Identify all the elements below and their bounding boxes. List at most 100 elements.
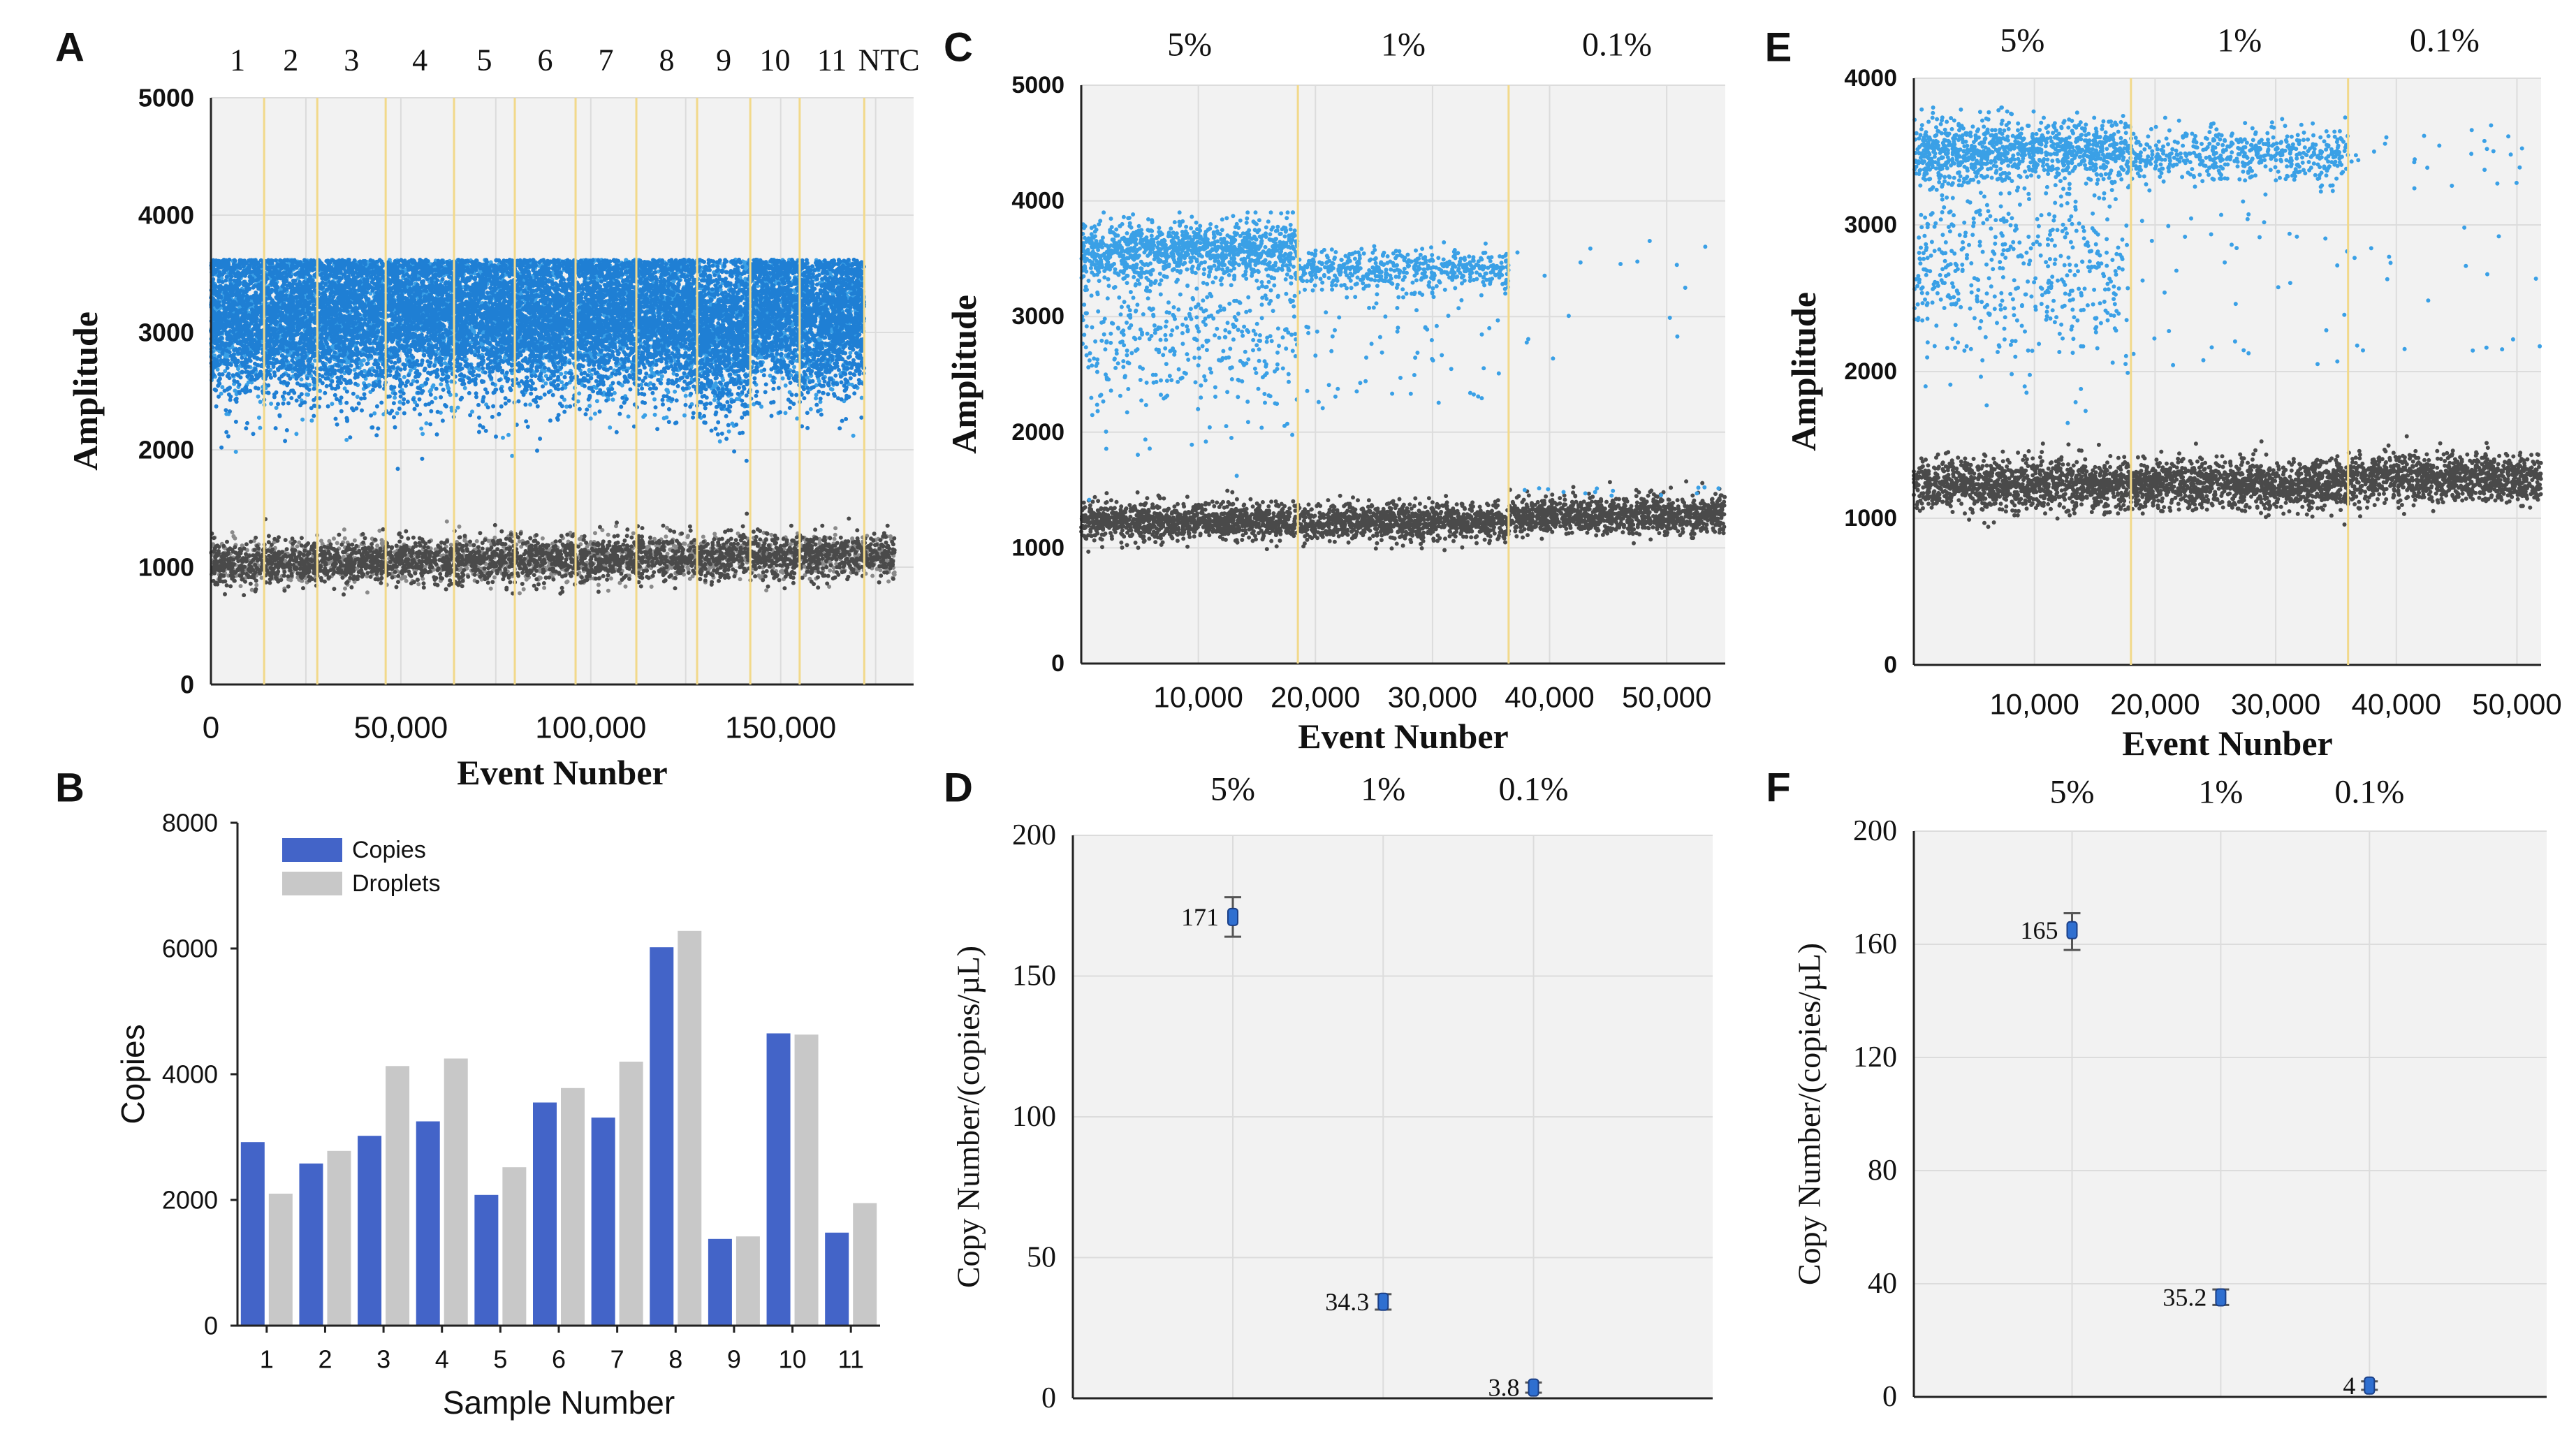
droplet-cloud	[210, 511, 897, 598]
y-tick-label: 0	[1041, 1382, 1056, 1414]
y-tick-label: 4000	[1011, 188, 1064, 214]
x-tick-label: 40,000	[1505, 681, 1594, 714]
y-tick-label: 0	[1882, 1381, 1897, 1413]
y-axis-label: Amplitude	[66, 312, 105, 471]
x-axis-label: Event Nunber	[1298, 717, 1508, 756]
x-tick-label: 5	[493, 1345, 507, 1374]
well-label: NTC	[858, 43, 920, 78]
x-tick-label: 0	[203, 711, 219, 745]
value-label: 4	[2343, 1372, 2355, 1400]
x-axis-label: Event Nunber	[2122, 724, 2332, 763]
group-label: 5%	[2050, 774, 2095, 811]
legend-swatch-copies	[282, 838, 342, 862]
bar-copies	[533, 1102, 557, 1326]
bar-copies	[474, 1194, 499, 1326]
y-tick-label: 150	[1012, 960, 1056, 992]
x-tick-label: 1	[260, 1345, 274, 1374]
bar-copies	[240, 1142, 265, 1326]
x-tick-label: 100,000	[535, 711, 646, 745]
x-tick-label: 30,000	[1388, 681, 1477, 714]
x-tick-label: 40,000	[2352, 688, 2441, 721]
well-label: 4	[412, 43, 427, 78]
x-tick-label: 50,000	[354, 711, 448, 745]
y-tick-label: 2000	[138, 436, 194, 464]
bar-droplets	[386, 1066, 410, 1326]
bar-copies	[416, 1121, 440, 1326]
x-tick-label: 150,000	[725, 711, 836, 745]
x-tick-label: 20,000	[1271, 681, 1360, 714]
well-label: 11	[817, 43, 847, 78]
y-tick-label: 0	[1051, 650, 1064, 677]
droplet-cloud	[1912, 105, 2542, 425]
gridlines	[211, 78, 2547, 1399]
x-tick-label: 10,000	[1989, 688, 2079, 721]
group-label: 5%	[1167, 27, 1212, 64]
y-tick-label: 4000	[1844, 65, 1897, 91]
value-label: 34.3	[1325, 1288, 1369, 1316]
x-tick-label: 6	[552, 1345, 566, 1374]
y-axis-label: Copies	[115, 1024, 151, 1124]
y-tick-label: 200	[1012, 819, 1056, 851]
x-tick-label: 10,000	[1153, 681, 1243, 714]
y-tick-label: 100	[1012, 1101, 1056, 1133]
y-tick-label: 5000	[138, 84, 194, 112]
data-point	[1528, 1378, 1539, 1397]
value-label: 171	[1181, 903, 1219, 931]
well-label: 7	[599, 43, 614, 78]
y-axis-label: Copy Number/(copies/µL)	[1792, 943, 1827, 1285]
bar-droplets	[444, 1058, 468, 1326]
y-tick-label: 50	[1027, 1242, 1056, 1274]
plot-area	[1081, 85, 1725, 664]
droplet-cloud	[1079, 479, 1727, 554]
group-label: 1%	[2217, 22, 2262, 59]
y-tick-label: 80	[1868, 1155, 1897, 1187]
well-label: 1	[230, 43, 245, 78]
panel-letter: A	[55, 25, 85, 71]
y-axis-label: Copy Number/(copies/µL)	[951, 946, 986, 1288]
y-tick-label: 3000	[138, 318, 194, 347]
panel-letter: D	[944, 766, 973, 811]
bar-droplets	[327, 1150, 351, 1326]
x-axis-label: Event Nunber	[457, 753, 667, 792]
bar-droplets	[502, 1167, 527, 1326]
x-tick-label: 10	[779, 1345, 807, 1374]
x-tick-label: 50,000	[2472, 688, 2561, 721]
droplet-cloud	[209, 257, 867, 471]
bar-copies	[591, 1118, 615, 1326]
plot-backgrounds	[211, 78, 2547, 1398]
bar-copies	[358, 1136, 382, 1326]
y-tick-label: 200	[1853, 815, 1897, 847]
x-tick-label: 4	[435, 1345, 449, 1374]
group-label: 1%	[2198, 774, 2243, 811]
panel-letter: C	[944, 25, 973, 71]
panel-letter: E	[1765, 25, 1792, 71]
x-tick-label: 20,000	[2110, 688, 2200, 721]
y-tick-label: 160	[1853, 928, 1897, 960]
plot-area	[1914, 831, 2547, 1397]
data-point	[2215, 1288, 2227, 1307]
data-point	[2066, 921, 2078, 939]
group-label: 0.1%	[1582, 27, 1652, 64]
x-tick-label: 3	[376, 1345, 390, 1374]
y-tick-label: 2000	[1011, 419, 1064, 446]
x-tick-label: 9	[727, 1345, 741, 1374]
y-tick-label: 5000	[1011, 72, 1064, 98]
legend-label-copies: Copies	[352, 837, 426, 863]
well-label: 2	[283, 43, 298, 78]
bar-copies	[708, 1238, 732, 1326]
y-tick-label: 1000	[1011, 534, 1064, 561]
y-tick-label: 2000	[1844, 358, 1897, 385]
legend-label-droplets: Droplets	[352, 870, 441, 897]
bar-droplets	[736, 1236, 760, 1326]
x-tick-label: 8	[668, 1345, 682, 1374]
well-label: 6	[538, 43, 553, 78]
well-label: 5	[477, 43, 492, 78]
group-label: 1%	[1381, 27, 1426, 64]
y-tick-label: 40	[1868, 1268, 1897, 1300]
x-tick-label: 30,000	[2231, 688, 2320, 721]
group-label: 5%	[2000, 22, 2044, 59]
well-label: 9	[716, 43, 731, 78]
y-tick-label: 2000	[162, 1186, 218, 1215]
group-label: 5%	[1210, 771, 1255, 808]
